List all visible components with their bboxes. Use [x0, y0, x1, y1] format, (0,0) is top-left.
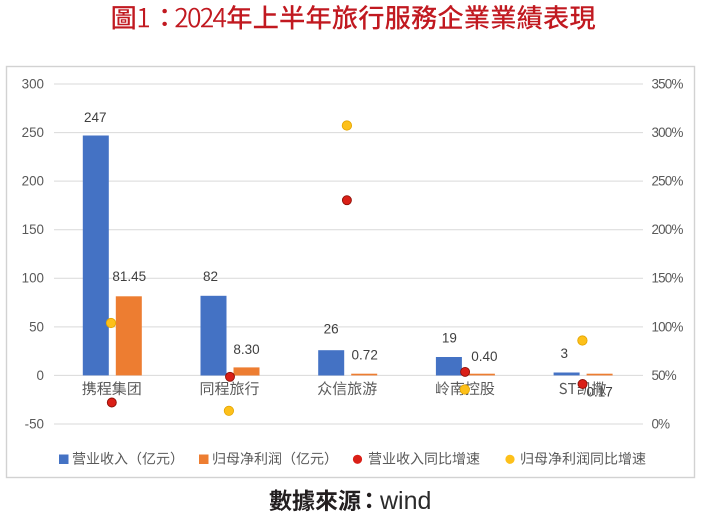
svg-text:3: 3: [561, 346, 569, 361]
svg-text:250: 250: [22, 125, 44, 140]
svg-text:250%: 250%: [652, 174, 684, 189]
svg-text:100%: 100%: [652, 319, 684, 334]
svg-text:300: 300: [22, 76, 44, 91]
svg-text:100: 100: [22, 271, 44, 286]
svg-text:150: 150: [22, 222, 44, 237]
svg-text:247: 247: [84, 110, 107, 125]
svg-text:300%: 300%: [652, 125, 684, 140]
svg-text:200: 200: [22, 174, 44, 189]
svg-text:8.30: 8.30: [233, 342, 259, 357]
svg-text:82: 82: [203, 269, 218, 284]
svg-text:0.72: 0.72: [352, 348, 378, 363]
svg-text:26: 26: [324, 322, 339, 337]
svg-text:50: 50: [29, 319, 44, 334]
svg-text:50%: 50%: [652, 368, 677, 383]
svg-text:0%: 0%: [652, 416, 671, 431]
svg-text:19: 19: [442, 330, 457, 345]
svg-text:81.45: 81.45: [112, 269, 146, 284]
svg-text:-50: -50: [25, 416, 44, 431]
svg-text:0: 0: [37, 368, 44, 383]
svg-text:350%: 350%: [652, 76, 684, 91]
svg-text:0.40: 0.40: [471, 349, 497, 364]
svg-text:wind: wind: [379, 487, 431, 515]
svg-text:150%: 150%: [652, 271, 684, 286]
svg-text:200%: 200%: [652, 222, 684, 237]
